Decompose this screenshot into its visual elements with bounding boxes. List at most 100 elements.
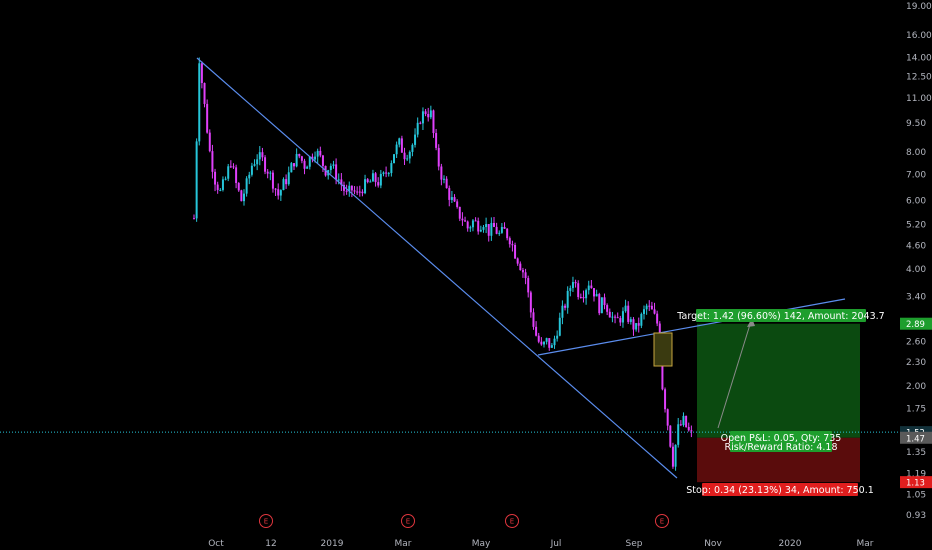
candle-body <box>508 238 511 245</box>
downtrend-line[interactable] <box>196 57 678 479</box>
candle-body <box>611 316 614 318</box>
price-tick-label: 7.00 <box>906 170 926 180</box>
candle-body <box>511 244 514 246</box>
candle-body <box>316 150 319 157</box>
candle-body <box>308 156 311 167</box>
price-tick-label: 16.00 <box>906 31 932 41</box>
candle-body <box>282 179 285 191</box>
target-zone-fill <box>697 323 860 438</box>
candle-body <box>353 190 356 192</box>
target-zone <box>697 323 860 438</box>
candle-body <box>369 181 372 183</box>
time-tick-label: Nov <box>704 539 722 549</box>
candle-body <box>258 152 261 160</box>
price-tick-label: 11.00 <box>906 94 932 104</box>
candle-body <box>540 341 543 345</box>
candle-body <box>687 426 690 431</box>
candle-body <box>669 425 672 447</box>
candle-body <box>677 424 680 445</box>
candle-body <box>645 305 648 310</box>
candle-body <box>456 201 459 207</box>
price-tick-label: 19.00 <box>906 2 932 12</box>
price-tick-label: 1.35 <box>906 448 926 458</box>
uptrend-line[interactable] <box>537 298 846 356</box>
price-tick-label: 1.19 <box>906 469 926 479</box>
candles <box>193 57 693 471</box>
candle-body <box>224 178 227 180</box>
pnl-label-bg <box>730 431 832 452</box>
price-tick-label: 0.93 <box>906 511 926 521</box>
candle-body <box>250 165 253 175</box>
candle-body <box>466 221 469 229</box>
candle-body <box>635 323 638 330</box>
candle-body <box>650 305 653 310</box>
candle-body <box>382 172 385 174</box>
candle-body <box>469 227 472 229</box>
risk-reward-label: Risk/Reward Ratio: 4.18 <box>724 442 837 453</box>
candle-body <box>556 335 559 339</box>
candle-body <box>427 113 430 118</box>
candle-body <box>329 165 332 171</box>
candle-body <box>390 163 393 174</box>
candle-body <box>416 122 419 135</box>
candle-body <box>574 282 577 284</box>
candle-body <box>300 156 303 161</box>
time-tick-label: 12 <box>265 539 276 549</box>
candle-body <box>471 220 474 228</box>
candle-body <box>379 173 382 186</box>
candle-body <box>606 305 609 312</box>
candle-body <box>356 191 359 193</box>
candle-body <box>358 191 361 193</box>
candle-body <box>229 166 232 168</box>
candle-body <box>474 220 477 222</box>
highlight-box[interactable] <box>653 332 673 367</box>
candle-body <box>503 226 506 229</box>
price-tick-label: 5.20 <box>906 221 926 231</box>
candle-body <box>487 224 490 236</box>
candle-body <box>577 283 580 298</box>
earnings-event-label: E <box>510 518 514 526</box>
earnings-event-icon[interactable] <box>505 514 519 528</box>
candle-body <box>603 297 606 306</box>
candle-body <box>335 164 338 180</box>
candle-body <box>195 141 198 219</box>
candle-body <box>535 326 538 336</box>
position-labels: Target: 1.42 (96.60%) 142, Amount: 2043.… <box>676 309 885 496</box>
candle-body <box>461 218 464 221</box>
candle-body <box>337 179 340 181</box>
candle-body <box>400 138 403 153</box>
candle-body <box>477 220 480 232</box>
stop-label-bg <box>702 483 858 496</box>
candle-body <box>243 193 245 202</box>
candle-body <box>682 415 685 426</box>
candle-body <box>411 144 414 152</box>
trendlines <box>196 57 846 479</box>
candle-body <box>264 157 267 172</box>
candle-body <box>624 305 627 312</box>
candle-body <box>445 178 448 189</box>
earnings-event-icon[interactable] <box>655 514 669 528</box>
candle-body <box>661 359 664 390</box>
candle-body <box>345 190 348 192</box>
candle-body <box>619 318 622 323</box>
price-tick-label: 6.00 <box>906 196 926 206</box>
candle-body <box>545 338 548 342</box>
price-tick-label: 2.00 <box>906 382 926 392</box>
candle-body <box>227 166 230 179</box>
candle-body <box>403 152 406 160</box>
candle-body <box>600 297 603 314</box>
candle-body <box>529 292 532 313</box>
candle-body <box>614 316 617 318</box>
earnings-event-icon[interactable] <box>259 514 273 528</box>
candle-body <box>385 172 388 174</box>
candle-body <box>566 290 569 308</box>
candle-body <box>569 288 572 291</box>
candle-body <box>648 305 651 307</box>
candle-body <box>685 415 688 427</box>
earnings-event-icon[interactable] <box>401 514 415 528</box>
candle-body <box>279 190 282 196</box>
candle-body <box>479 229 482 232</box>
